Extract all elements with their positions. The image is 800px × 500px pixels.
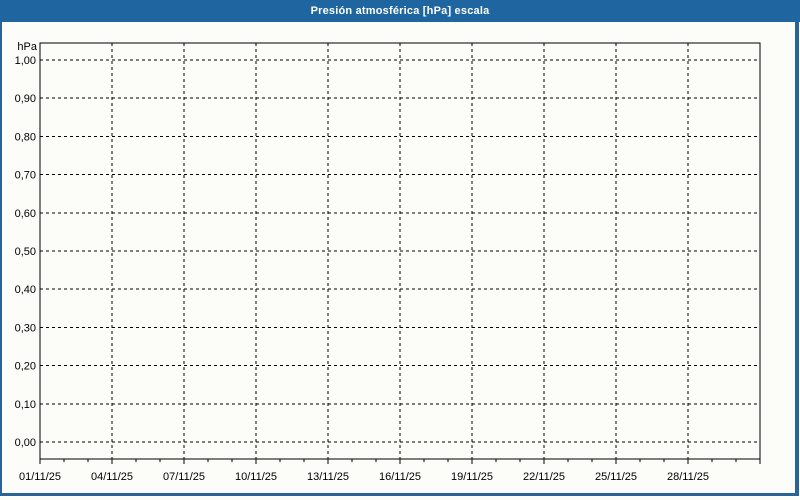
x-tick-label: 25/11/25: [595, 471, 637, 483]
x-tick-label: 04/11/25: [91, 471, 133, 483]
y-tick-label: 0,90: [15, 93, 36, 105]
x-tick-label: 13/11/25: [307, 471, 349, 483]
chart-title: Presión atmosférica [hPa] escala: [310, 5, 490, 17]
x-tick-label: 01/11/25: [19, 471, 61, 483]
x-tick-label: 10/11/25: [235, 471, 277, 483]
x-tick-label: 19/11/25: [451, 471, 493, 483]
frame-bottom-border: [0, 493, 799, 496]
x-tick-label: 16/11/25: [379, 471, 421, 483]
y-axis-unit-label: hPa: [17, 41, 37, 53]
y-tick-label: 0,70: [15, 170, 36, 182]
frame-left-border: [0, 0, 2, 496]
plot-border: [39, 42, 761, 460]
y-tick-label: 0,00: [15, 437, 36, 449]
frame-right-border: [795, 0, 799, 496]
y-tick-label: 0,20: [15, 361, 36, 373]
x-tick-label: 22/11/25: [523, 471, 565, 483]
y-tick-label: 0,10: [15, 399, 36, 411]
x-tick-label: 28/11/25: [667, 471, 709, 483]
chart-title-bar: Presión atmosférica [hPa] escala: [0, 0, 800, 22]
x-tick-label: 07/11/25: [163, 471, 205, 483]
y-tick-label: 0,60: [15, 208, 36, 220]
y-tick-label: 0,50: [15, 246, 36, 258]
y-tick-label: 0,80: [15, 131, 36, 143]
y-tick-label: 1,00: [15, 55, 36, 67]
y-tick-label: 0,30: [15, 322, 36, 334]
y-tick-label: 0,40: [15, 284, 36, 296]
